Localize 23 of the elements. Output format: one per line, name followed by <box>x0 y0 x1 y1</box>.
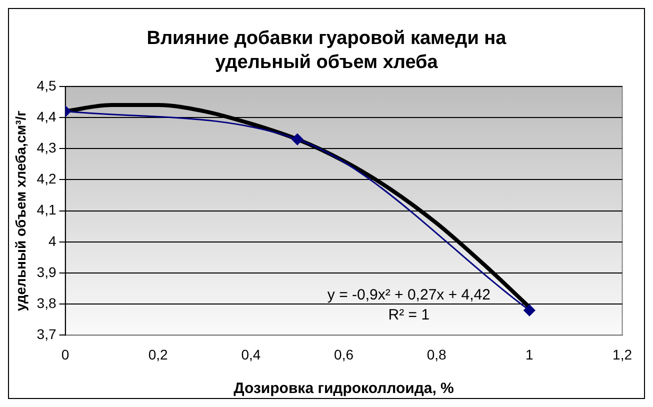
y-tick-label: 4 <box>48 232 56 249</box>
y-tick-label: 4,2 <box>36 170 56 187</box>
y-tick-label: 4,3 <box>36 139 56 156</box>
x-tick-label: 0,2 <box>148 346 168 362</box>
y-tick-label: 3,7 <box>36 326 56 342</box>
x-tick-label: 1,2 <box>612 346 632 362</box>
y-tick-label: 4,1 <box>36 202 56 218</box>
annotation: y = -0,9x² + 0,27x + 4,42 <box>327 286 490 304</box>
chart-title: Влияние добавки гуаровой камеди на удельный объем хлеба <box>146 27 508 75</box>
point <box>292 134 304 146</box>
x-tick-label: 0,4 <box>241 346 261 362</box>
y-tick-label: 3,8 <box>36 294 56 311</box>
x-tick-label: 0,8 <box>426 346 447 362</box>
x-tick-label: 0 <box>61 346 70 362</box>
x-axis-title: Дозировка гидроколлоида, % <box>234 380 454 398</box>
annotation: R² = 1 <box>388 306 430 324</box>
y-axis-title: удельный объем хлеба,см³/г <box>12 110 28 312</box>
x-tick-label: 0,6 <box>334 346 354 362</box>
point <box>524 304 536 316</box>
y-tick-label: 3,9 <box>36 264 56 280</box>
y-tick-label: 4,5 <box>36 77 56 94</box>
x-tick-label: 1 <box>526 346 534 362</box>
y-tick-label: 4,4 <box>36 108 56 124</box>
